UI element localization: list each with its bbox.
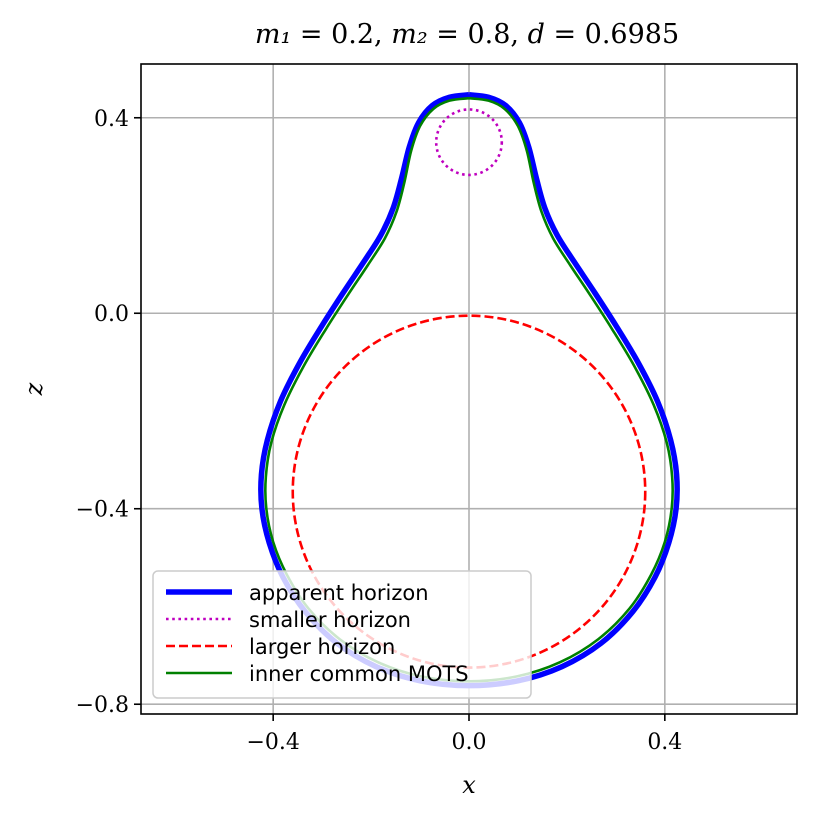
y-tick-label: 0.0 — [94, 302, 129, 327]
legend-box — [152, 570, 532, 699]
title-m1-symbol: m₁ — [255, 19, 291, 50]
y-tick-label: −0.8 — [76, 693, 129, 718]
x-axis-label: x — [462, 771, 476, 799]
axis-ticks: −0.4 0.0 0.4 −0.8 −0.4 0.0 0.4 — [76, 107, 683, 755]
legend-label-smaller-horizon: smaller horizon — [249, 608, 411, 632]
title-m2-value: = 0.8, — [428, 19, 528, 50]
title-m2-symbol: m₂ — [391, 19, 427, 50]
title-d-value: = 0.6985 — [545, 19, 679, 50]
y-tick-label: −0.4 — [76, 498, 129, 523]
x-tick-label: 0.0 — [452, 730, 487, 755]
x-tick-label: −0.4 — [246, 730, 299, 755]
y-axis-label: z — [20, 382, 48, 396]
legend-label-apparent-horizon: apparent horizon — [249, 581, 429, 605]
title-d-symbol: d — [528, 19, 545, 50]
legend: apparent horizon smaller horizon larger … — [152, 570, 532, 699]
series-smaller-horizon — [434, 108, 504, 177]
legend-label-inner-common-mots: inner common MOTS — [249, 662, 469, 686]
chart-title: m₁ = 0.2, m₂ = 0.8, d = 0.6985 — [255, 19, 679, 50]
y-tick-label: 0.4 — [94, 107, 129, 132]
title-m1-value: = 0.2, — [291, 19, 391, 50]
legend-label-larger-horizon: larger horizon — [249, 635, 395, 659]
x-tick-label: 0.4 — [647, 730, 682, 755]
grid-lines — [141, 64, 797, 714]
